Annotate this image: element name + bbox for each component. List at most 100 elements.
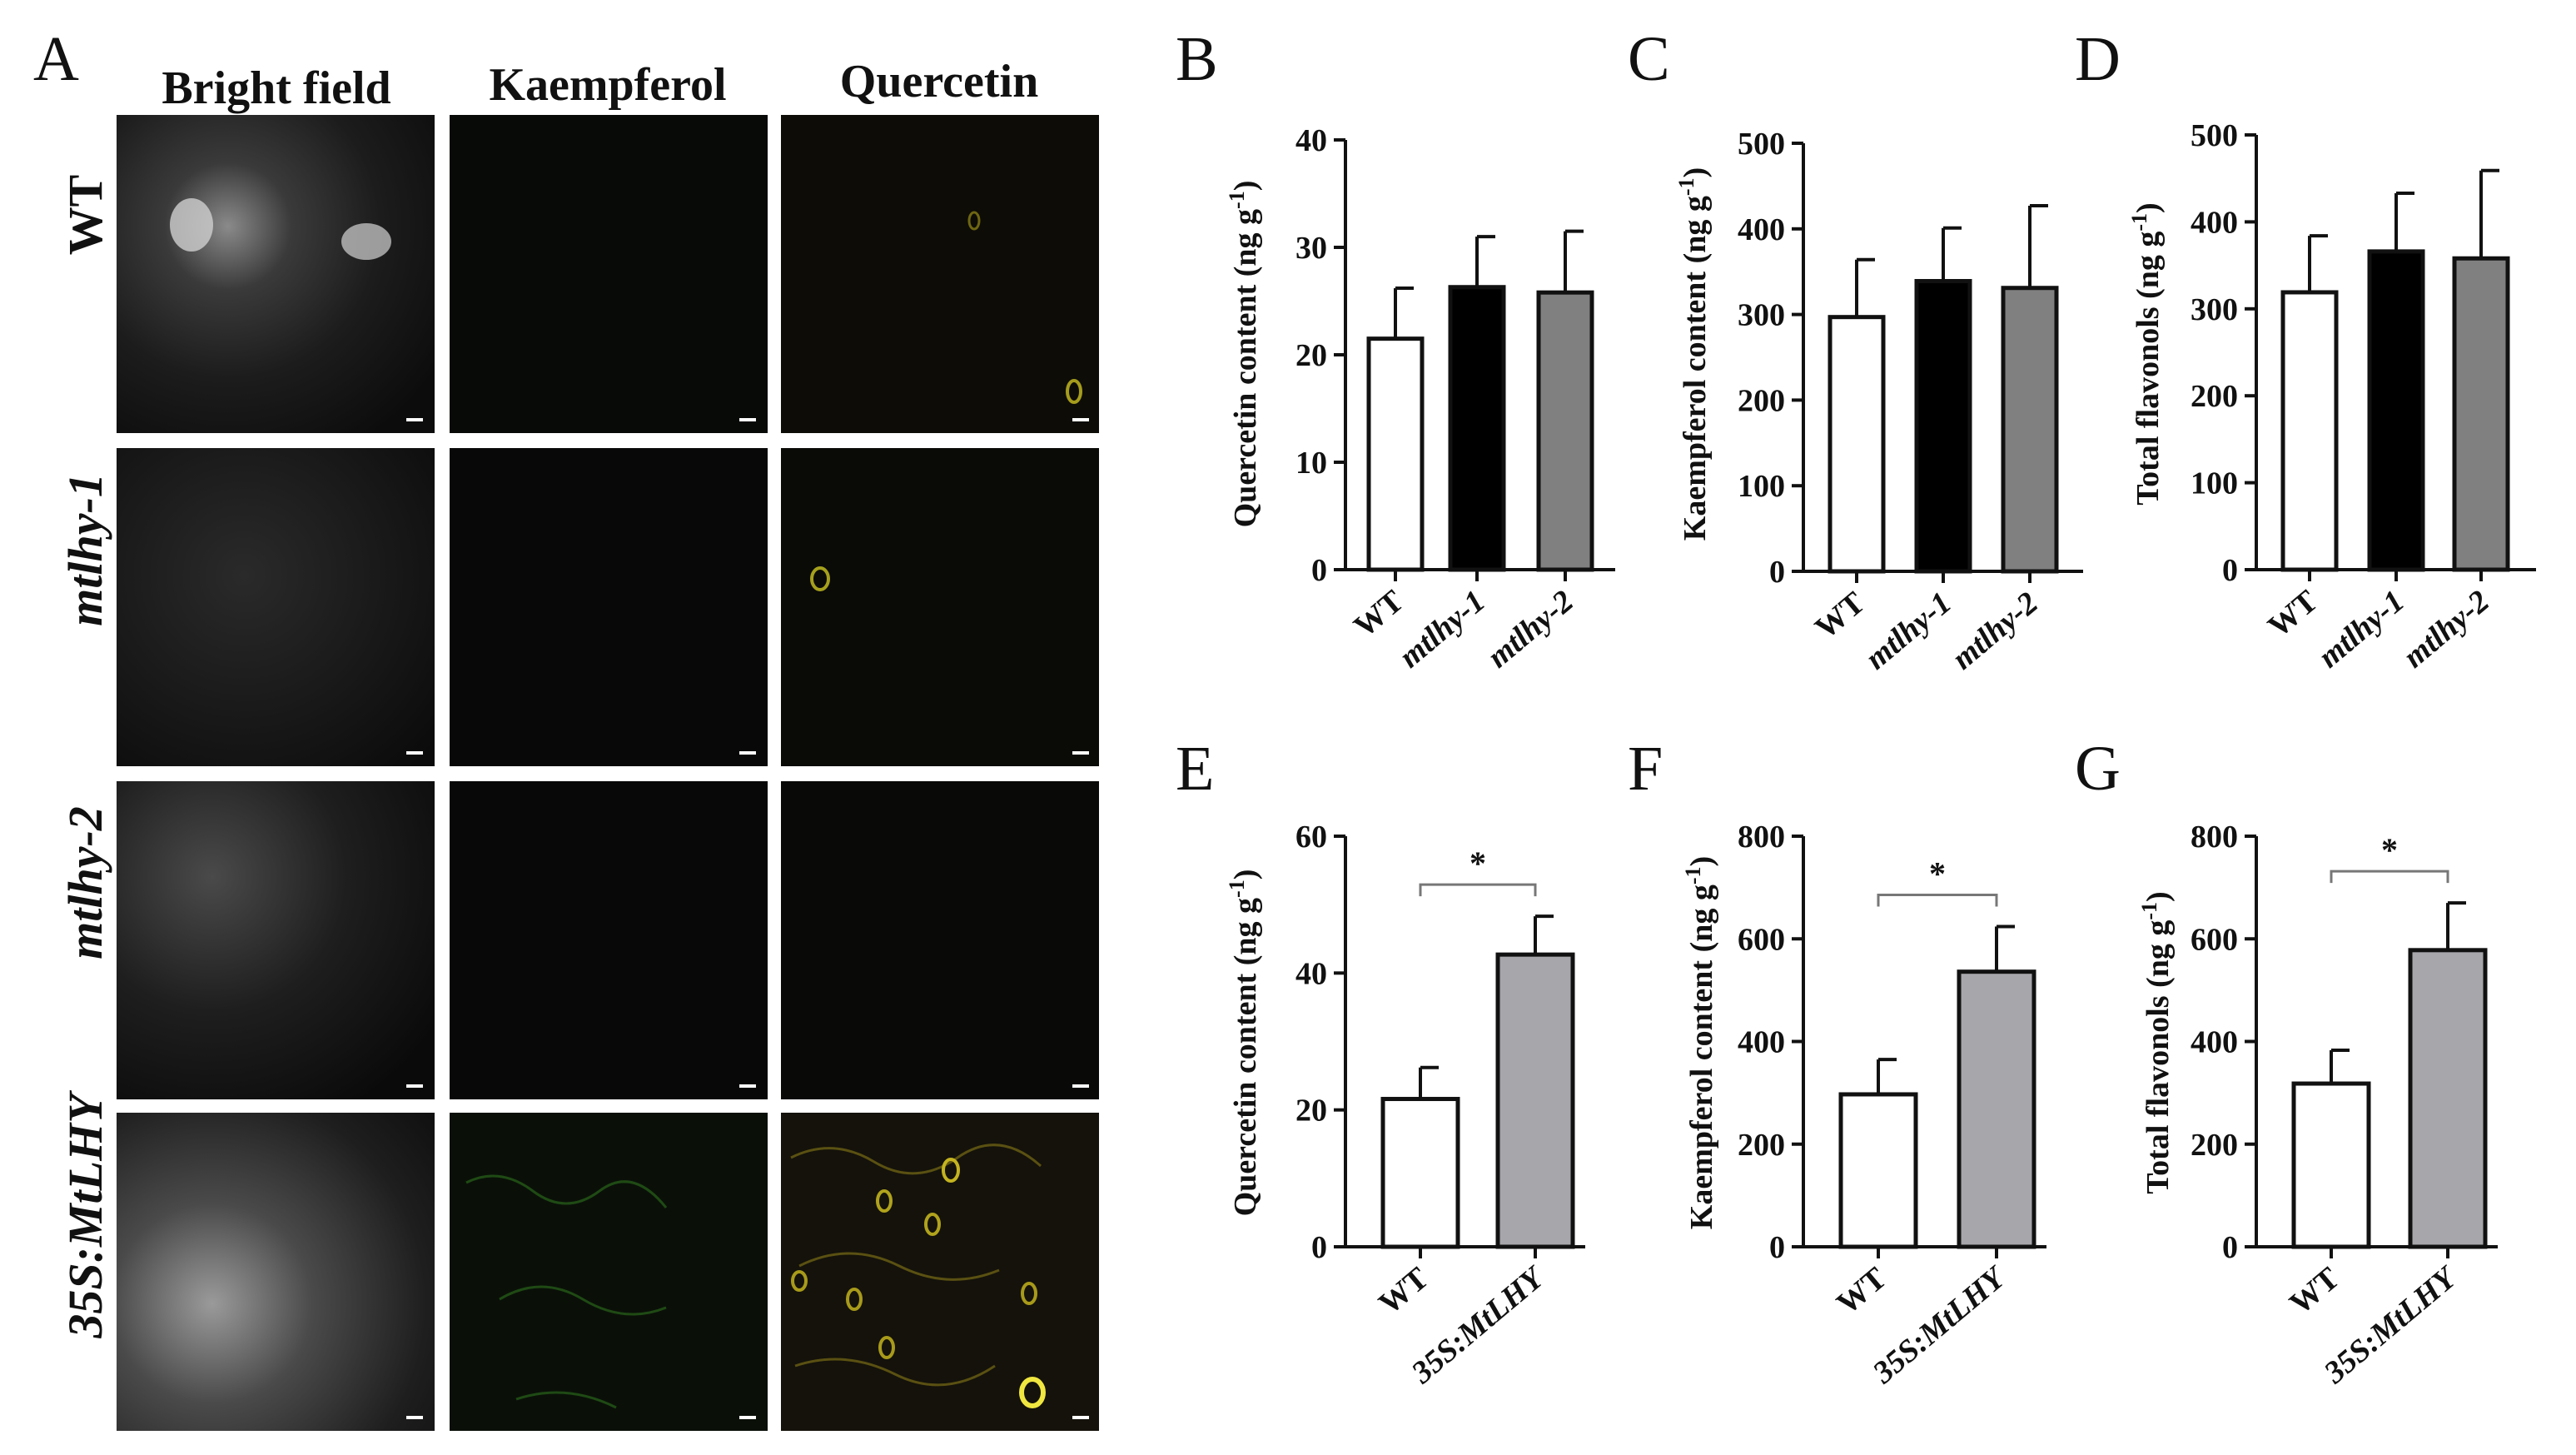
y-tick-label: 40	[1295, 123, 1327, 158]
x-category-label: mtlhy-2	[1946, 585, 2045, 677]
significance-label: *	[1929, 855, 1946, 892]
panel-letter-g: G	[2075, 734, 2121, 804]
y-tick-label: 200	[1738, 1128, 1785, 1163]
x-category-label: mtlhy-2	[1481, 584, 1580, 675]
y-tick-label: 40	[1295, 956, 1327, 991]
x-category-label: mtlhy-1	[1393, 584, 1492, 675]
panel-letter-c: C	[1628, 24, 1670, 94]
y-tick-label: 20	[1295, 338, 1327, 373]
micrograph-stomata	[846, 1288, 863, 1311]
y-axis-label: Kaempferol content (ng g-1)	[1681, 856, 1719, 1229]
y-tick-label: 100	[2191, 466, 2238, 501]
micrograph-stomata	[876, 1189, 893, 1213]
row-label-35s-mtlhy: 35S:MtLHY	[58, 1090, 112, 1339]
significance-label: *	[1470, 845, 1486, 882]
column-header-quercetin: Quercetin	[840, 56, 1038, 107]
micrograph-wt-kaempferol	[450, 115, 768, 433]
micrograph-cell-outline	[465, 1174, 668, 1409]
micrograph-stomata	[878, 1336, 895, 1359]
bar	[1448, 285, 1506, 572]
column-header-bright-field: Bright field	[162, 62, 390, 114]
panel-letter-e: E	[1176, 734, 1214, 804]
y-tick-label: 400	[1738, 1025, 1785, 1060]
y-tick-label: 200	[2191, 379, 2238, 414]
bar	[1366, 336, 1425, 572]
row-label-wt: WT	[58, 175, 112, 256]
bar	[1914, 279, 1972, 574]
y-axis-label: Quercetin content (ng g-1)	[1225, 870, 1263, 1217]
y-tick-label: 500	[2191, 118, 2238, 153]
y-tick-label: 200	[2191, 1128, 2238, 1163]
y-tick-label: 400	[2191, 1025, 2238, 1060]
x-category-label: mtlhy-2	[2397, 584, 2496, 675]
x-category-label: mtlhy-1	[2312, 584, 2411, 675]
y-tick-label: 100	[1738, 469, 1785, 504]
x-category-label: WT	[1830, 1261, 1893, 1322]
y-axis-label: Kaempferol content (ng g-1)	[1674, 167, 1713, 541]
x-category-label: 35S:MtLHY	[2317, 1258, 2465, 1391]
micrograph-wt-quercetin	[781, 115, 1099, 433]
y-tick-label: 60	[1295, 820, 1327, 855]
panel-letter-d: D	[2075, 24, 2121, 94]
micrograph-stomata	[791, 1270, 808, 1292]
scale-bars	[406, 418, 1089, 1419]
y-tick-label: 500	[1738, 127, 1785, 162]
bar	[1495, 952, 1575, 1249]
y-axis-label: Total flavonols (ng g-1)	[2127, 202, 2166, 505]
bar	[2280, 290, 2339, 572]
x-category-label: WT	[1347, 584, 1410, 645]
micrograph-mtlhy1-bright-field	[117, 448, 435, 766]
row-label-mtlhy-1: mtlhy-1	[58, 473, 112, 626]
micrograph-stomata	[942, 1158, 960, 1183]
micrograph-panel: A Bright field Kaempferol Quercetin WT m…	[33, 24, 1099, 1431]
micrograph-mtlhy2-quercetin	[781, 781, 1099, 1099]
y-tick-label: 10	[1295, 446, 1327, 481]
y-tick-label: 0	[1769, 1230, 1785, 1265]
x-category-label: WT	[1808, 585, 1872, 646]
bar	[1536, 290, 1594, 572]
x-category-label: WT	[2283, 1261, 2346, 1322]
row-label-mtlhy-2: mtlhy-2	[58, 806, 112, 959]
y-tick-label: 800	[2191, 820, 2238, 855]
y-tick-label: 300	[2191, 292, 2238, 327]
y-tick-label: 0	[2222, 1230, 2238, 1265]
column-header-kaempferol: Kaempferol	[489, 59, 726, 111]
panel-letter-b: B	[1176, 24, 1218, 94]
y-tick-label: 200	[1738, 383, 1785, 418]
micrograph-mtlhy2-kaempferol	[450, 781, 768, 1099]
x-category-label: WT	[1372, 1261, 1435, 1322]
x-category-label: 35S:MtLHY	[1866, 1258, 2014, 1391]
micrograph-stomata	[967, 211, 981, 231]
micrograph-mtlhy1-quercetin	[781, 448, 1099, 766]
bar	[1957, 969, 2036, 1249]
y-tick-label: 0	[1311, 553, 1327, 588]
y-tick-label: 600	[2191, 922, 2238, 957]
panel-letter-f: F	[1628, 734, 1663, 804]
significance-bracket	[1419, 883, 1537, 897]
bar	[1838, 1092, 1918, 1249]
micrograph-stomata	[1021, 1282, 1037, 1305]
y-tick-label: 0	[1769, 555, 1785, 590]
micrograph-stomata	[810, 566, 830, 591]
y-tick-label: 300	[1738, 298, 1785, 333]
panel-letter-a: A	[33, 24, 79, 94]
bar	[2001, 286, 2059, 574]
x-category-label: mtlhy-1	[1859, 585, 1958, 677]
y-tick-label: 20	[1295, 1094, 1327, 1129]
micrograph-stomata	[1066, 379, 1082, 404]
micrograph-cell-outline	[790, 1144, 1042, 1387]
significance-label: *	[2381, 831, 2398, 869]
micrograph-highlight	[341, 223, 391, 260]
micrograph-35s-quercetin	[781, 1113, 1099, 1431]
y-tick-label: 30	[1295, 231, 1327, 266]
y-tick-label: 600	[1738, 922, 1785, 957]
y-tick-label: 800	[1738, 820, 1785, 855]
x-category-label: WT	[2261, 584, 2325, 645]
